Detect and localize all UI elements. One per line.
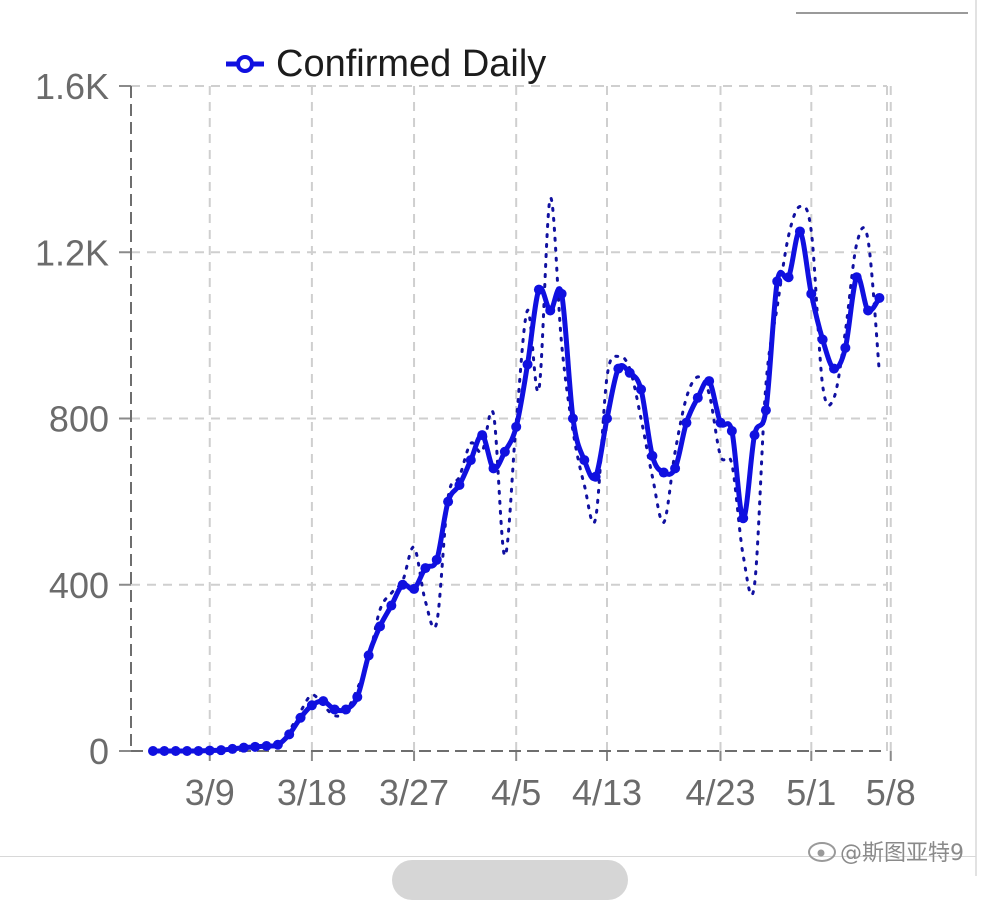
data-point[interactable] [375,621,385,632]
x-tick-label: 5/8 [866,772,916,813]
series-group [148,196,885,756]
data-point[interactable] [567,413,578,424]
data-point[interactable] [272,739,283,750]
data-point[interactable] [284,729,295,740]
data-point[interactable] [829,363,839,374]
data-point[interactable] [193,746,204,756]
y-tick-label: 800 [49,399,109,440]
data-point[interactable] [488,463,499,474]
data-point[interactable] [431,554,442,565]
data-point[interactable] [443,496,454,507]
data-point[interactable] [624,367,635,378]
data-point[interactable] [363,650,374,661]
watermark-text: @斯图亚特9 [840,841,964,866]
axes [119,85,892,761]
top-bar-line [796,12,968,14]
data-point[interactable] [227,743,238,754]
data-point[interactable] [420,563,431,574]
data-point[interactable] [772,276,783,287]
data-point[interactable] [318,696,329,707]
data-point[interactable] [760,405,771,416]
data-point[interactable] [216,745,227,756]
data-point[interactable] [170,746,181,756]
x-tick-label: 4/13 [572,772,642,813]
data-point[interactable] [182,746,193,756]
data-point[interactable] [397,579,408,590]
x-tick-label: 4/5 [491,772,541,813]
data-point[interactable] [749,430,760,441]
data-point[interactable] [522,359,533,370]
y-tick-label: 1.2K [35,232,109,273]
weibo-logo-dot-icon [817,849,825,857]
data-point[interactable] [295,712,306,723]
y-tick-labels: 0 400 800 1.2K 1.6K [35,66,109,772]
data-point[interactable] [636,384,647,395]
data-point[interactable] [465,455,476,466]
data-point[interactable] [477,430,488,441]
data-point[interactable] [658,467,669,478]
data-point[interactable] [556,288,567,299]
legend[interactable]: Confirmed Daily [226,43,546,85]
x-tick-label: 3/18 [277,772,347,813]
x-tick-label: 5/1 [786,772,836,813]
data-point[interactable] [329,704,340,715]
right-edge-divider [975,0,977,876]
line-chart: 0 400 800 1.2K 1.6K 3/9 3/18 3/27 4/5 4/13 4/23 5/… [35,43,964,866]
data-point[interactable] [726,425,737,436]
legend-label: Confirmed Daily [276,43,546,85]
x-tick-label: 4/23 [685,772,755,813]
data-point[interactable] [806,288,817,299]
bottom-divider [0,856,976,857]
data-point[interactable] [204,745,215,756]
data-point[interactable] [863,305,874,316]
data-point[interactable] [670,463,681,474]
data-point[interactable] [840,342,851,353]
x-tick-label: 3/27 [379,772,449,813]
y-tick-label: 400 [49,565,109,606]
data-point[interactable] [738,513,749,524]
x-tick-label: 3/9 [185,772,235,813]
data-point[interactable] [340,704,351,715]
data-point[interactable] [579,455,590,466]
data-point[interactable] [352,691,363,702]
data-point[interactable] [499,446,510,457]
grid-lines [131,85,892,751]
watermark: @斯图亚特9 [808,841,964,866]
data-point[interactable] [817,334,828,345]
data-point[interactable] [306,700,317,711]
data-point[interactable] [602,413,612,424]
data-point[interactable] [692,392,703,403]
data-point[interactable] [409,583,420,594]
data-point[interactable] [590,471,601,482]
legend-marker-icon [236,55,254,73]
data-point[interactable] [533,284,544,295]
data-point[interactable] [511,421,522,432]
data-point[interactable] [647,450,658,461]
weibo-logo-icon [808,842,836,862]
data-point[interactable] [386,600,397,611]
data-point[interactable] [148,746,158,756]
data-point[interactable] [454,480,465,490]
data-point[interactable] [250,741,261,752]
data-point[interactable] [545,305,556,316]
data-point[interactable] [238,742,249,753]
data-point[interactable] [874,292,885,303]
data-point[interactable] [794,226,805,237]
data-point[interactable] [681,417,692,428]
data-point[interactable] [261,741,272,752]
data-point[interactable] [851,272,862,283]
y-tick-label: 0 [89,731,109,772]
x-tick-labels: 3/9 3/18 3/27 4/5 4/13 4/23 5/1 5/8 [185,772,916,813]
y-tick-label: 1.6K [35,66,109,107]
data-point[interactable] [715,417,726,428]
data-point[interactable] [704,376,715,387]
data-point[interactable] [783,272,794,283]
data-point[interactable] [613,363,624,374]
data-point[interactable] [159,746,170,756]
